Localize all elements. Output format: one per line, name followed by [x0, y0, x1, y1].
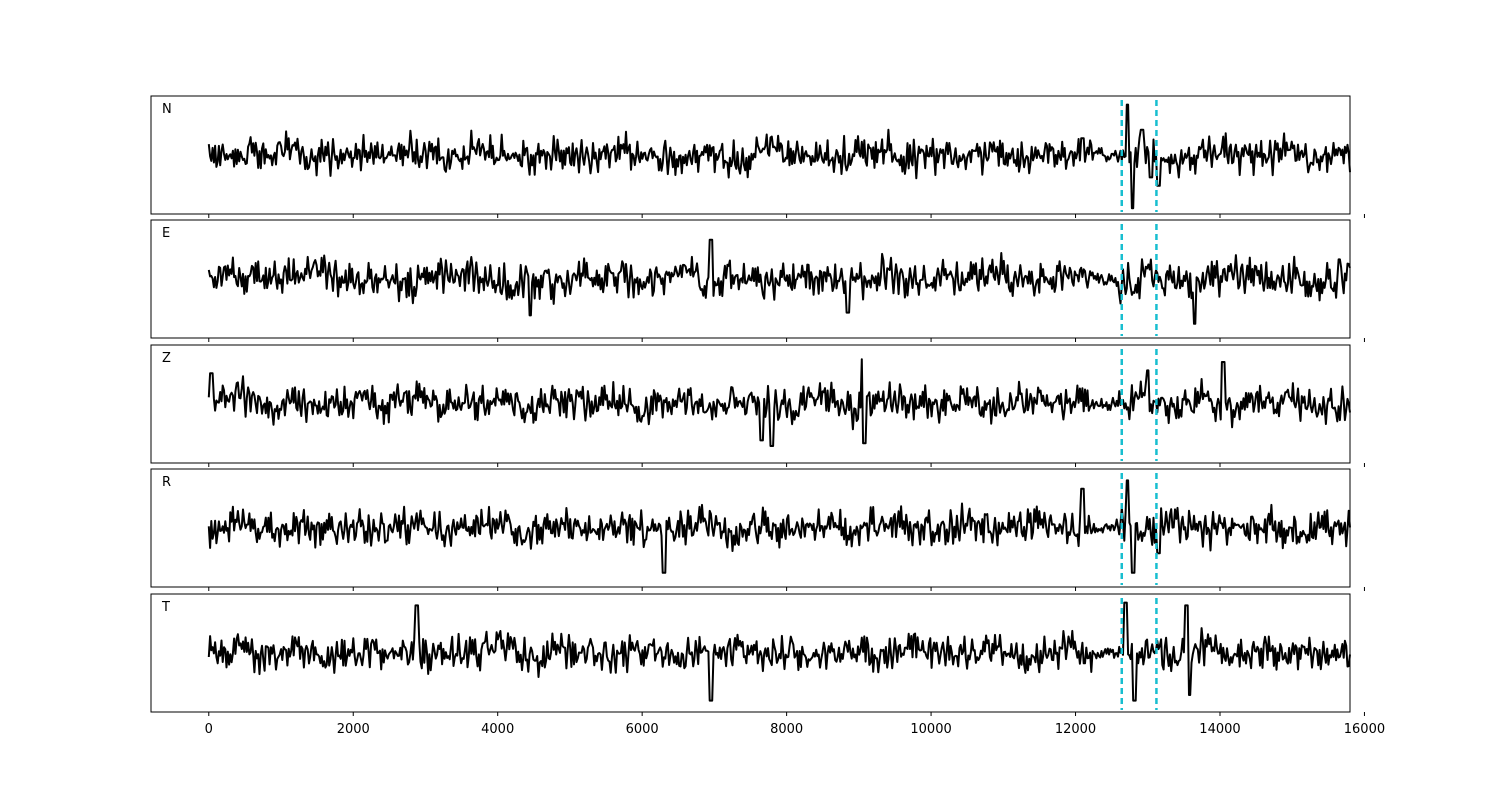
panel-frame: [150, 593, 1351, 713]
x-tick-label: 6000: [626, 722, 659, 737]
x-axis: 0 2000 4000 6000 8000 10000 12000 14000 16000: [205, 722, 1385, 737]
panel-label-z: Z: [162, 351, 171, 366]
x-tick-label: 16000: [1344, 722, 1385, 737]
panel-t: T: [150, 593, 1365, 716]
waveform-t: [207, 601, 1351, 702]
x-tick-label: 2000: [337, 722, 370, 737]
panel-frame: [150, 344, 1351, 464]
panel-frame: [150, 219, 1351, 339]
panel-r: R: [150, 468, 1365, 591]
panel-label-e: E: [162, 226, 170, 241]
panel-e: E: [150, 219, 1365, 342]
waveform-r: [207, 479, 1351, 574]
panel-frame: [150, 95, 1351, 215]
panels: N E Z R T: [150, 95, 1365, 716]
panel-label-n: N: [162, 102, 172, 117]
waveform-z: [207, 358, 1351, 447]
panel-n: N: [150, 95, 1365, 218]
x-tick-label: 8000: [770, 722, 803, 737]
panel-label-r: R: [162, 475, 171, 490]
panel-z: Z: [150, 344, 1365, 467]
x-tick-label: 14000: [1199, 722, 1240, 737]
waveform-n: [207, 103, 1351, 210]
waveform-e: [207, 238, 1351, 325]
panel-frame: [150, 468, 1351, 588]
x-tick-label: 0: [205, 722, 213, 737]
x-tick-label: 12000: [1055, 722, 1096, 737]
x-tick-label: 4000: [481, 722, 514, 737]
x-tick-label: 10000: [910, 722, 951, 737]
panel-label-t: T: [161, 600, 170, 615]
